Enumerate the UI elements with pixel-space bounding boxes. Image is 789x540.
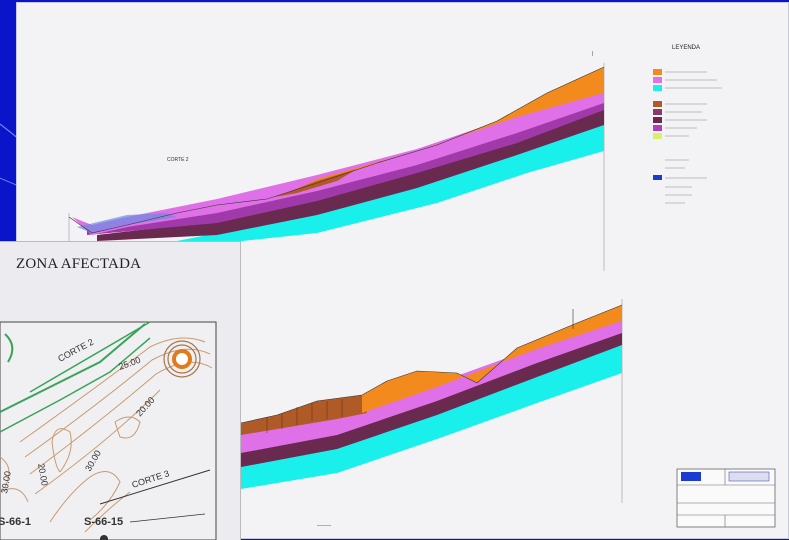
- corte-3-line: [99, 469, 211, 505]
- scale-label: ────: [316, 523, 332, 529]
- corte-2-line: [29, 321, 151, 393]
- borehole-label: S-66-15: [84, 516, 123, 528]
- borehole-label: S-66-1: [0, 516, 31, 528]
- water-level: [77, 213, 177, 233]
- road-boundary: [0, 323, 146, 413]
- cross-section-2: ────: [240, 299, 623, 529]
- hill-summit: [163, 340, 201, 378]
- contour-map: CORTE 2 CORTE 3 25.00 20.00 30.00 20.00 …: [0, 321, 217, 540]
- contour-label: 30.00: [0, 470, 13, 494]
- cross-section-1: CORTE 2 |: [68, 51, 605, 271]
- legend-title: LEYENDA: [672, 45, 700, 51]
- legend: LEYENDA: [653, 45, 722, 204]
- layer-cyan: [167, 123, 604, 249]
- contour-label: 20.00: [36, 463, 50, 487]
- affected-zone-map: ZONA AFECTADA C: [0, 241, 241, 540]
- layer-orange: [362, 305, 622, 413]
- section-label: CORTE 2: [167, 157, 189, 163]
- cross-sections: CORTE 2 | LEYENDA: [68, 45, 776, 529]
- inset-title: ZONA AFECTADA: [16, 256, 142, 272]
- contour-lines: [0, 337, 213, 533]
- marker-label: |: [592, 51, 593, 57]
- layer-brown: [241, 395, 367, 435]
- title-block: [676, 468, 776, 528]
